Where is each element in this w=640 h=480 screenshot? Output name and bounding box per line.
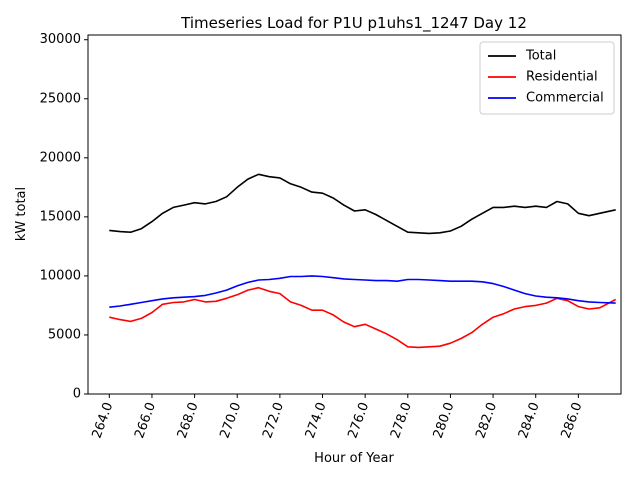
y-tick-label: 10000 <box>40 268 81 283</box>
legend-label-commercial: Commercial <box>526 91 604 106</box>
legend-label-residential: Residential <box>526 70 598 85</box>
y-tick-label: 15000 <box>40 209 81 224</box>
legend: Total Residential Commercial <box>479 41 615 115</box>
y-tick-label: 5000 <box>48 327 81 342</box>
series-line-residential <box>109 286 617 349</box>
series-line-total <box>109 173 616 235</box>
y-tick-label: 25000 <box>40 91 81 106</box>
y-axis-ticks: 0 5000 10000 15000 20000 25000 30000 <box>40 32 88 402</box>
legend-label-total: Total <box>525 49 556 64</box>
series-layer <box>109 173 617 349</box>
chart-title: Timeseries Load for P1U p1uhs1_1247 Day … <box>180 14 527 33</box>
y-tick-label: 30000 <box>40 32 81 47</box>
y-tick-label: 0 <box>73 387 81 402</box>
y-tick-label: 20000 <box>40 150 81 165</box>
x-axis-label: Hour of Year <box>314 451 394 466</box>
legend-box <box>479 41 615 115</box>
y-axis-label: kW total <box>14 187 29 241</box>
series-line-commercial <box>109 275 616 308</box>
plot-frame <box>87 34 622 395</box>
